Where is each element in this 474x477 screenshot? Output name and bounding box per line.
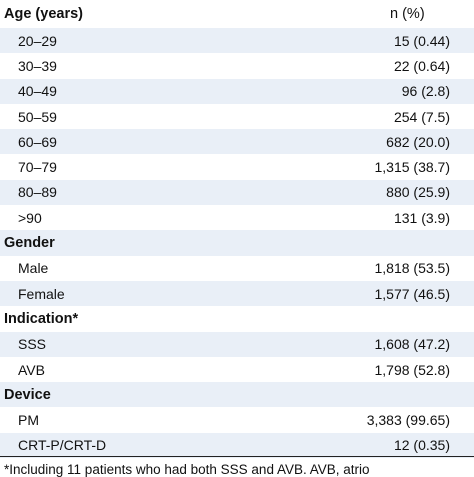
row-value: 12 (0.35) <box>393 437 450 454</box>
row-label: 20–29 <box>18 32 57 49</box>
row-value: 3,383 (99.65) <box>366 412 450 429</box>
section-title: Device <box>4 386 51 403</box>
device-section-heading: Device <box>0 382 474 408</box>
row-label: AVB <box>18 361 45 378</box>
table-row: 50–59 254 (7.5) <box>0 103 474 130</box>
table-row: >90 131 (3.9) <box>0 205 474 231</box>
table-row: 60–69 682 (20.0) <box>0 129 474 155</box>
table-row: Male 1,818 (53.5) <box>0 255 474 281</box>
table-row: PM 3,383 (99.65) <box>0 407 474 433</box>
row-label: Female <box>18 285 65 302</box>
table-row: CRT-P/CRT-D 12 (0.35) <box>0 432 474 459</box>
row-value: 22 (0.64) <box>393 57 450 74</box>
row-value: 96 (2.8) <box>401 83 450 100</box>
demographics-table: Age (years) n (%) 20–29 15 (0.44) 30–39 22… <box>0 0 474 459</box>
row-label: CRT-P/CRT-D <box>18 437 107 454</box>
row-value: 1,818 (53.5) <box>374 260 451 277</box>
row-value: 254 (7.5) <box>393 108 450 125</box>
row-value: 1,798 (52.8) <box>374 361 451 378</box>
table-row: 80–89 880 (25.9) <box>0 179 474 206</box>
age-section-heading: Age (years) <box>4 6 83 22</box>
table-bottom-rule <box>0 456 474 457</box>
table-row: 30–39 22 (0.64) <box>0 53 474 79</box>
row-label: 30–39 <box>18 57 57 74</box>
row-label: 60–69 <box>18 133 57 150</box>
section-title: Indication* <box>4 310 79 327</box>
table-row: SSS 1,608 (47.2) <box>0 331 474 357</box>
row-label: 70–79 <box>18 159 57 176</box>
row-label: 40–49 <box>18 83 57 100</box>
row-label: SSS <box>18 336 47 353</box>
row-label: 50–59 <box>18 108 57 125</box>
table-row: Female 1,577 (46.5) <box>0 280 474 307</box>
row-label: >90 <box>18 209 42 226</box>
table-header-row: Age (years) n (%) <box>0 0 474 28</box>
row-label: PM <box>18 412 39 429</box>
row-value: 15 (0.44) <box>393 32 450 49</box>
table-row: AVB 1,798 (52.8) <box>0 356 474 383</box>
table-footnote: *Including 11 patients who had both SSS … <box>4 462 370 477</box>
gender-section-heading: Gender <box>0 230 474 256</box>
row-value: 131 (3.9) <box>393 209 450 226</box>
indication-section-heading: Indication* <box>0 306 474 332</box>
row-label: Male <box>18 260 49 277</box>
row-label: 80–89 <box>18 184 57 201</box>
row-value: 682 (20.0) <box>386 133 450 150</box>
row-value: 880 (25.9) <box>386 184 450 201</box>
table-row: 20–29 15 (0.44) <box>0 28 474 54</box>
section-title: Gender <box>4 235 55 252</box>
table-row: 70–79 1,315 (38.7) <box>0 154 474 180</box>
row-value: 1,608 (47.2) <box>374 336 451 353</box>
row-value: 1,315 (38.7) <box>374 159 451 176</box>
row-value: 1,577 (46.5) <box>374 285 451 302</box>
count-column-header: n (%) <box>390 6 425 22</box>
table-row: 40–49 96 (2.8) <box>0 78 474 104</box>
